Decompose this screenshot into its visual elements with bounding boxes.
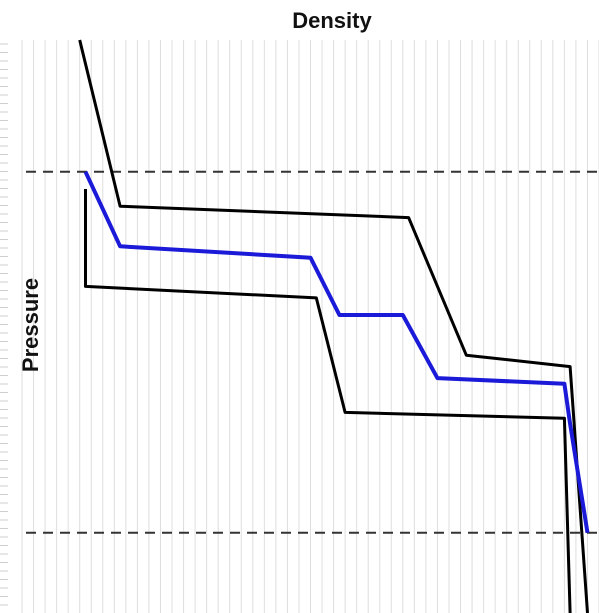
series-line-3 bbox=[84, 189, 572, 613]
chart-title: Density bbox=[292, 8, 372, 33]
vertical-grid bbox=[21, 40, 599, 613]
series-line-2 bbox=[83, 170, 590, 534]
y-axis-ticks bbox=[0, 43, 8, 606]
series-line-1 bbox=[78, 39, 589, 613]
series-group bbox=[78, 39, 590, 613]
reference-lines bbox=[26, 170, 599, 534]
y-axis-label: Pressure bbox=[18, 278, 43, 372]
